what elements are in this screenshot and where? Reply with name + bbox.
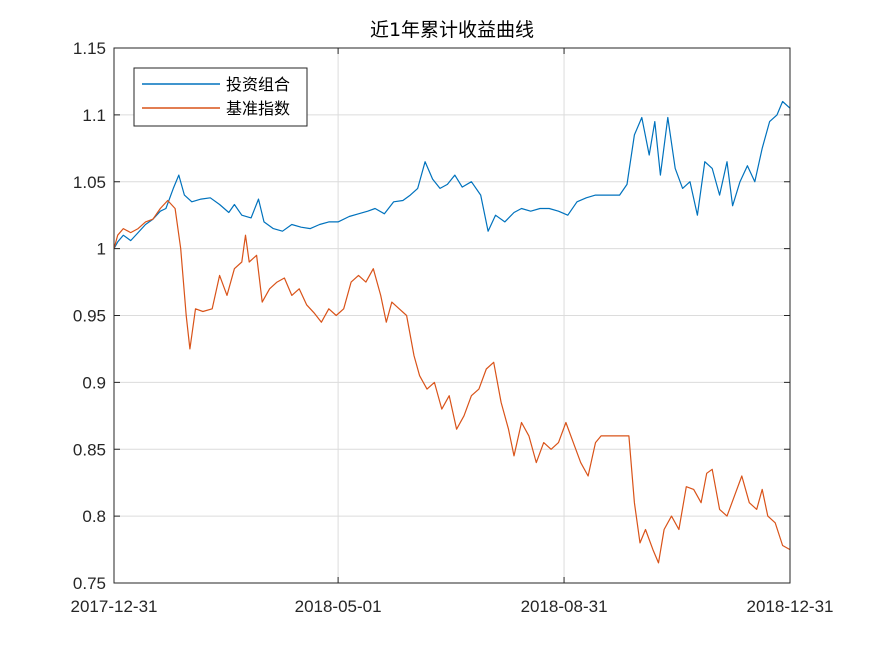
- y-tick-label: 1.15: [73, 39, 106, 58]
- y-tick-label: 0.95: [73, 307, 106, 326]
- y-tick-label: 0.9: [82, 373, 106, 392]
- series-line-2: [113, 199, 791, 564]
- y-tick-label: 1.1: [82, 106, 106, 125]
- legend-box: [133, 67, 308, 127]
- legend-label: 基准指数: [226, 99, 290, 118]
- y-tick-label: 0.85: [73, 440, 106, 459]
- legend-label: 投资组合: [226, 75, 290, 94]
- y-tick-labels: 0.75 0.8 0.85 0.9 0.95 1 1.05 1.1 1.15: [73, 39, 106, 593]
- y-tick-label: 0.8: [82, 507, 106, 526]
- x-tick-label: 2017-12-31: [71, 597, 158, 616]
- x-tick-label: 2018-12-31: [747, 597, 834, 616]
- series-layer: [113, 100, 791, 564]
- grid-lines: [114, 48, 790, 583]
- y-tick-label: 1.05: [73, 173, 106, 192]
- tick-marks: [113, 47, 791, 584]
- y-tick-label: 0.75: [73, 574, 106, 593]
- series-line-1: [113, 100, 791, 249]
- y-tick-label: 1: [97, 240, 106, 259]
- x-tick-labels: 2017-12-31 2018-05-01 2018-08-31 2018-12-31: [71, 597, 834, 616]
- chart-title: 近1年累计收益曲线: [370, 19, 534, 41]
- x-tick-label: 2018-05-01: [295, 597, 382, 616]
- x-tick-label: 2018-08-31: [521, 597, 608, 616]
